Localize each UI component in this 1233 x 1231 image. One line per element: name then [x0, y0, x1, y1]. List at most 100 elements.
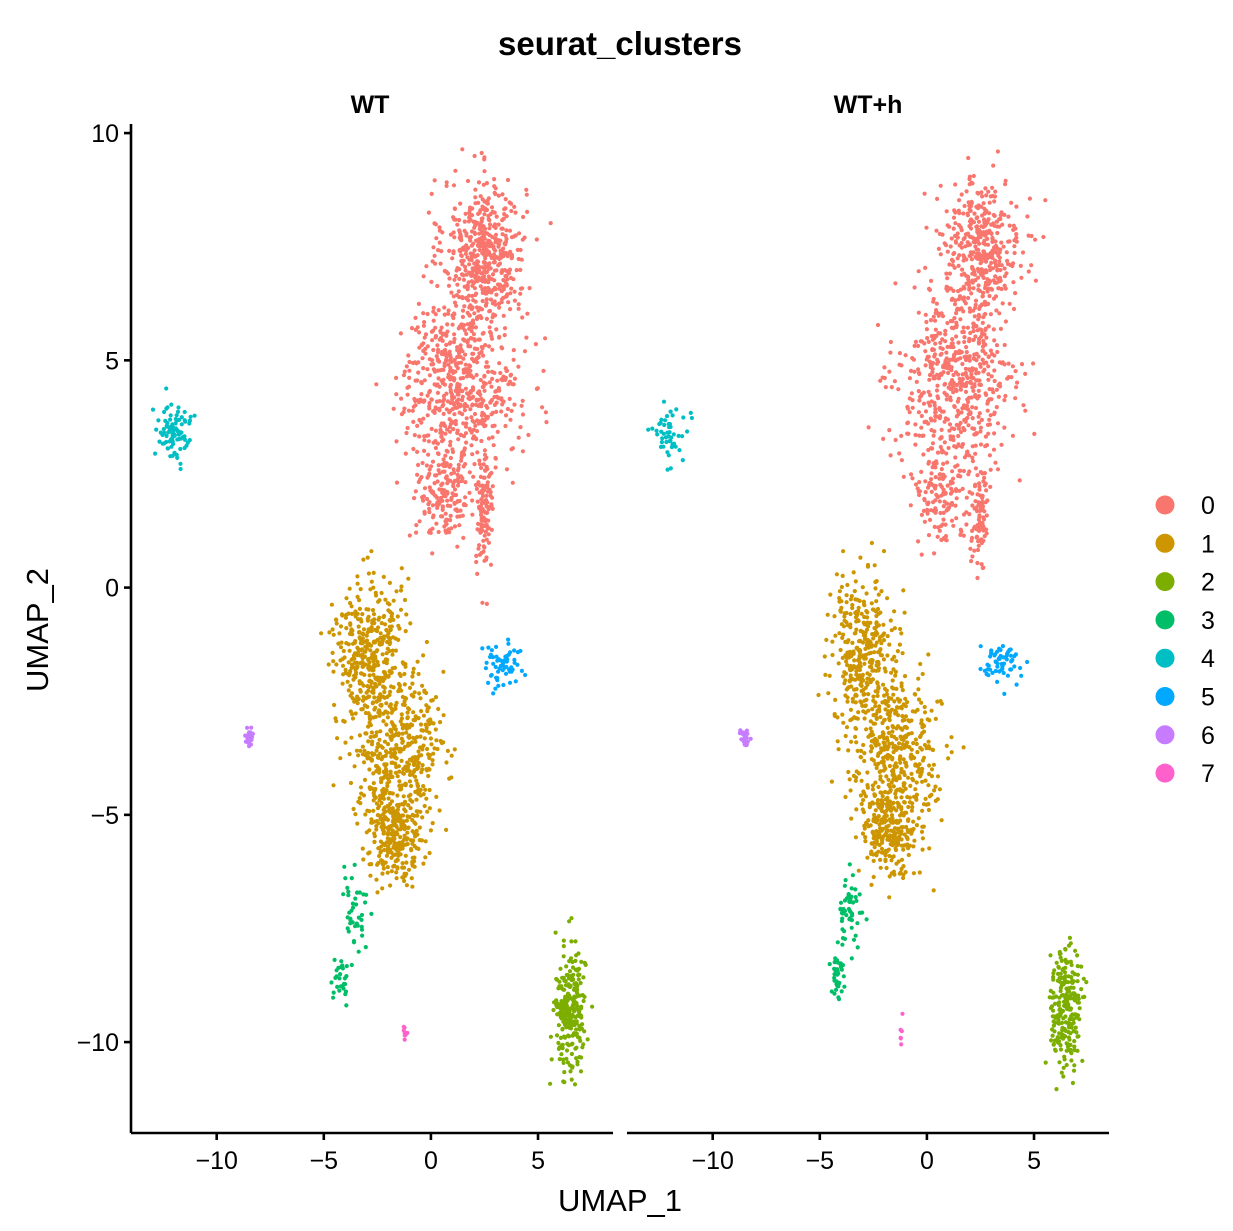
cell-point	[837, 589, 843, 594]
cell-point	[951, 326, 956, 331]
cell-point	[933, 798, 938, 804]
cell-point	[400, 731, 405, 736]
cell-point	[887, 718, 892, 723]
cell-point	[859, 778, 864, 783]
cell-point	[447, 341, 452, 346]
cell-point	[349, 611, 355, 617]
cell-point	[482, 274, 487, 279]
cell-point	[971, 220, 977, 225]
cell-point	[367, 660, 372, 665]
cell-point	[347, 631, 353, 637]
cell-point	[576, 973, 581, 978]
cell-point	[381, 636, 386, 641]
cell-point	[451, 467, 456, 472]
cell-point	[482, 373, 487, 378]
cell-point	[956, 289, 961, 294]
cell-point	[372, 834, 377, 839]
cell-point	[564, 1048, 570, 1053]
cell-point	[1007, 223, 1012, 228]
cell-point	[455, 282, 460, 287]
cell-point	[360, 612, 365, 617]
cell-point	[999, 240, 1004, 245]
cell-point	[341, 672, 346, 677]
cell-point	[941, 461, 946, 466]
cell-point	[881, 826, 886, 831]
panel-label-wt-h: WT+h	[834, 91, 903, 119]
cell-point	[470, 325, 475, 330]
cell-point	[471, 394, 476, 399]
cell-point	[425, 475, 430, 480]
cell-point	[925, 336, 930, 341]
cell-point	[368, 723, 373, 728]
cell-point	[378, 635, 383, 640]
cell-point	[411, 666, 416, 671]
cell-point	[879, 820, 884, 825]
cell-point	[577, 1027, 582, 1032]
cell-point	[425, 809, 430, 814]
cell-point	[984, 335, 989, 340]
cell-point	[881, 549, 887, 554]
cell-point	[441, 402, 446, 407]
cell-point	[952, 302, 958, 307]
cell-point	[966, 472, 971, 477]
cell-point	[968, 217, 974, 222]
cell-point	[370, 739, 375, 744]
cell-point	[902, 843, 907, 848]
cell-point	[892, 833, 897, 838]
cell-point	[463, 251, 468, 256]
cell-point	[439, 430, 444, 435]
cell-point	[511, 348, 516, 353]
cell-point	[844, 659, 849, 664]
cell-point	[955, 408, 961, 413]
cell-point	[842, 681, 847, 686]
cell-point	[986, 377, 991, 382]
cell-point	[964, 281, 969, 286]
cell-point	[505, 368, 510, 373]
cell-point	[543, 336, 548, 341]
cell-point	[874, 765, 879, 771]
cell-point	[883, 789, 888, 795]
cell-point	[981, 275, 986, 280]
cell-point	[993, 189, 998, 194]
cell-point	[401, 875, 406, 880]
cell-point	[360, 664, 365, 669]
cell-point	[869, 661, 874, 666]
cell-point	[958, 532, 963, 538]
cell-point	[403, 451, 408, 456]
cell-point	[999, 361, 1004, 366]
cell-point	[471, 241, 476, 246]
cell-point	[920, 725, 925, 730]
cell-point	[982, 210, 988, 215]
cell-point	[429, 464, 434, 469]
cell-point	[853, 778, 858, 783]
cell-point	[874, 715, 879, 720]
cell-point	[906, 718, 911, 723]
cell-point	[468, 234, 473, 240]
cell-point	[977, 362, 983, 367]
cell-point	[512, 204, 517, 209]
cell-point	[967, 207, 972, 212]
cell-point	[985, 220, 990, 225]
cell-point	[406, 867, 412, 872]
cell-point	[902, 781, 907, 786]
cell-point	[926, 652, 931, 657]
cell-point	[482, 388, 487, 393]
cell-point	[462, 408, 467, 413]
cell-point	[525, 209, 530, 214]
cell-point	[875, 689, 880, 695]
cell-point	[358, 785, 364, 790]
cell-point	[425, 393, 430, 398]
cell-point	[868, 719, 873, 724]
cell-point	[427, 850, 432, 856]
cell-point	[561, 1060, 566, 1065]
cell-point	[482, 448, 487, 453]
cell-point	[521, 214, 526, 220]
cell-point	[892, 654, 897, 660]
cell-point	[934, 310, 939, 315]
cell-point	[482, 475, 487, 480]
cell-point	[874, 851, 879, 856]
cell-point	[1061, 1065, 1066, 1070]
cell-point	[383, 709, 388, 714]
cell-point	[364, 633, 369, 638]
cell-point	[449, 775, 454, 780]
